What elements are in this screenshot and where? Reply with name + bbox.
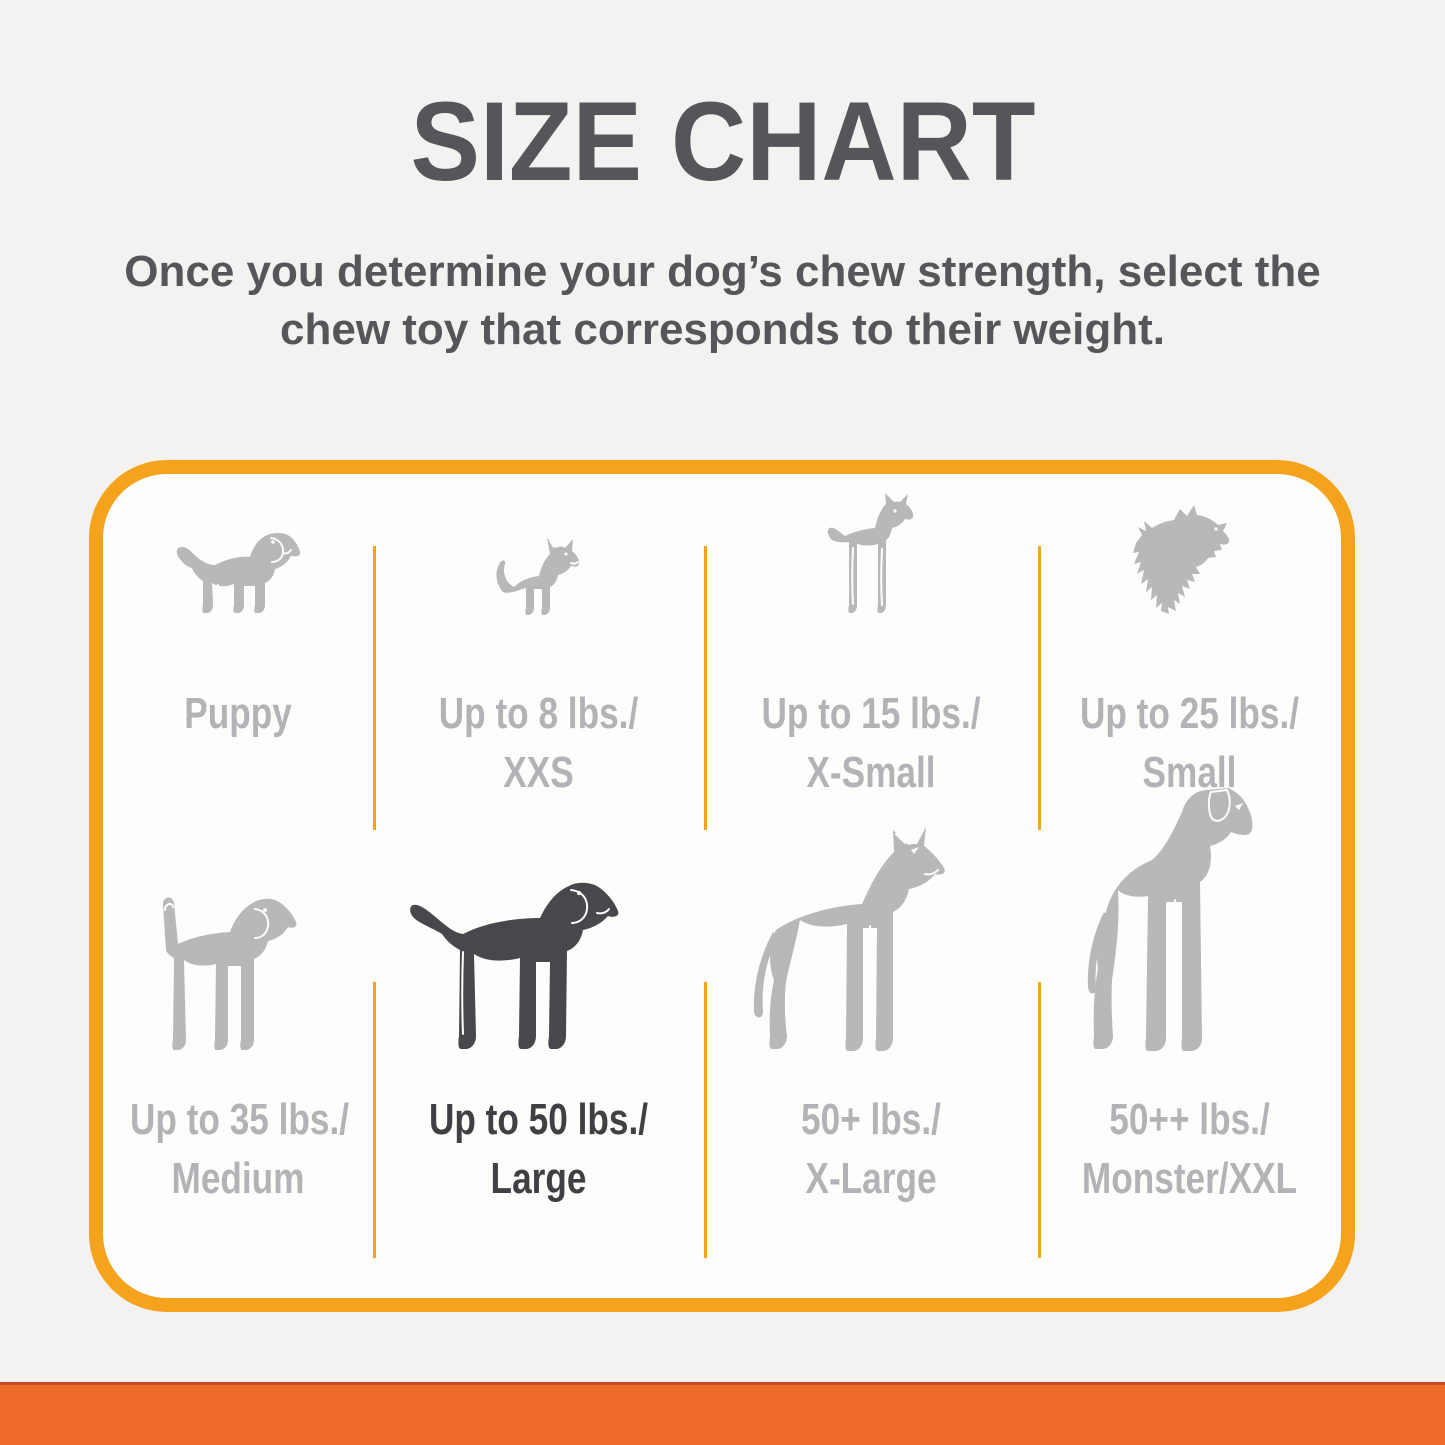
size-cell-puppy: Puppy xyxy=(103,474,373,864)
column-divider xyxy=(704,982,707,1258)
chihuahua-dog-icon xyxy=(495,538,579,615)
size-label-line1: 50++ lbs./ xyxy=(1109,1095,1270,1144)
subtitle-line-2: chew toy that corresponds to their weigh… xyxy=(280,305,1165,354)
puppy-dog-icon xyxy=(176,533,301,613)
size-label-line2: X-Large xyxy=(805,1154,937,1203)
column-divider xyxy=(1038,546,1041,830)
size-label-line2: XXS xyxy=(503,748,574,797)
size-chart-panel: Puppy Up to 8 lbs./ XXS xyxy=(89,460,1355,1312)
size-label-line2: Large xyxy=(490,1154,587,1203)
size-label-line2: X-Small xyxy=(806,748,936,797)
labrador-dog-icon xyxy=(409,882,618,1049)
size-label-line1: Up to 35 lbs./ xyxy=(130,1095,350,1144)
size-row-large-dogs: Up to 35 lbs./ Medium Up to 50 lbs./ xyxy=(103,788,1341,1298)
yorkie-dog-icon xyxy=(1132,505,1229,614)
size-cell-large-selected: Up to 50 lbs./ Large xyxy=(373,864,704,1298)
size-label-line1: Up to 15 lbs./ xyxy=(761,689,981,738)
toy-terrier-dog-icon xyxy=(827,493,914,613)
size-label-line1: Puppy xyxy=(184,689,292,738)
size-cell-xxs: Up to 8 lbs./ XXS xyxy=(373,474,704,864)
size-label-line1: 50+ lbs./ xyxy=(801,1095,941,1144)
subtitle-line-1: Once you determine your dog’s chew stren… xyxy=(124,247,1321,296)
size-cell-medium: Up to 35 lbs./ Medium xyxy=(103,864,373,1298)
column-divider xyxy=(373,546,376,830)
beagle-dog-icon xyxy=(163,897,297,1050)
great-dane-dog-icon xyxy=(1087,788,1252,1051)
size-label-line1: Up to 25 lbs./ xyxy=(1079,689,1300,738)
page-title: SIZE CHART xyxy=(410,79,1035,204)
footer-accent-bar xyxy=(0,1382,1445,1445)
column-divider xyxy=(704,546,707,830)
size-label-line1: Up to 50 lbs./ xyxy=(428,1095,649,1144)
size-cell-small: Up to 25 lbs./ Small xyxy=(1038,474,1341,864)
page-subtitle: Once you determine your dog’s chew stren… xyxy=(0,243,1445,359)
size-cell-xsmall: Up to 15 lbs./ X-Small xyxy=(704,474,1038,864)
size-label-line1: Up to 8 lbs./ xyxy=(438,689,639,738)
size-label-line2: Medium xyxy=(171,1154,305,1203)
shepherd-dog-icon xyxy=(753,827,945,1051)
size-cell-monster-xxl: 50++ lbs./ Monster/XXL xyxy=(1038,788,1341,1298)
column-divider xyxy=(373,982,376,1258)
size-label-line2: Monster/XXL xyxy=(1081,1154,1298,1203)
size-cell-xlarge: 50+ lbs./ X-Large xyxy=(704,827,1038,1298)
column-divider xyxy=(1038,982,1041,1258)
size-row-small-dogs: Puppy Up to 8 lbs./ XXS xyxy=(103,474,1341,864)
